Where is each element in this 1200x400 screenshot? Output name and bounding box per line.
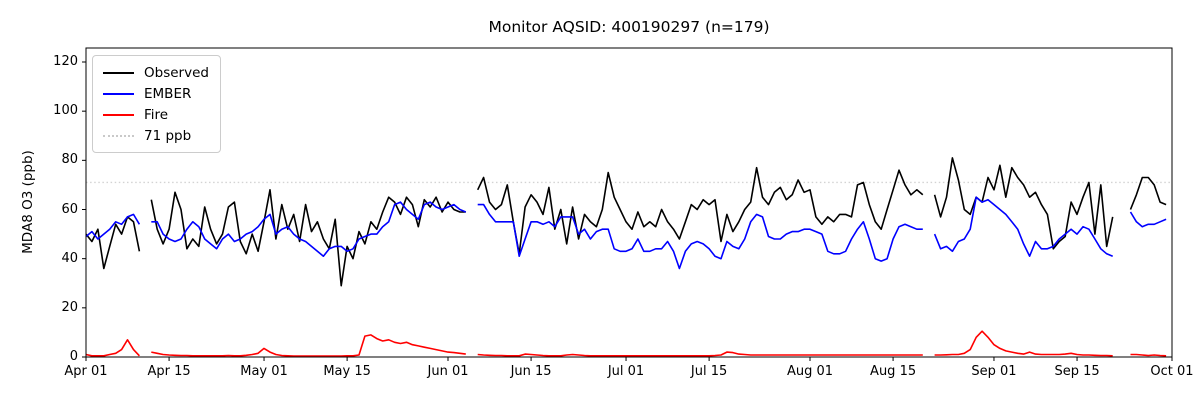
y-tick-label: 0 <box>69 349 78 364</box>
y-tick-label: 100 <box>53 103 78 119</box>
legend-label: 71 ppb <box>144 127 192 144</box>
axes-frame <box>85 47 1173 358</box>
ember-line-swatch <box>103 92 134 95</box>
y-tick-label: 40 <box>61 250 78 266</box>
y-tick-label: 120 <box>53 54 78 69</box>
legend-label: Observed <box>144 64 209 81</box>
legend-item-fire: Fire <box>103 104 209 125</box>
x-tick-label: May 15 <box>323 364 371 379</box>
fire-line-swatch <box>103 113 134 116</box>
series-line-fire <box>85 330 1167 357</box>
legend-label: Fire <box>144 106 169 123</box>
legend-label: EMBER <box>144 85 192 102</box>
observed-line-swatch <box>103 71 134 74</box>
legend-item-observed: Observed <box>103 62 209 83</box>
x-tick-label: Jun 01 <box>427 364 469 379</box>
series-line-ember <box>85 196 1167 270</box>
x-tick-label: Sep 15 <box>1054 364 1100 379</box>
x-tick-label: Apr 01 <box>64 364 108 379</box>
threshold-line-swatch <box>103 134 134 137</box>
x-tick-label: Jun 15 <box>510 364 552 379</box>
x-tick-label: Apr 15 <box>147 364 191 379</box>
series-line-observed <box>85 157 1167 287</box>
x-tick-label: Aug 01 <box>786 364 834 379</box>
x-tick-label: Jul 15 <box>690 364 728 379</box>
x-tick-label: Sep 01 <box>971 364 1017 379</box>
y-tick-label: 80 <box>61 152 78 168</box>
x-tick-label: Jul 01 <box>607 364 645 379</box>
y-tick-label: 60 <box>61 201 78 217</box>
y-tick-label: 20 <box>61 299 78 315</box>
legend-item-threshold: 71 ppb <box>103 125 209 146</box>
legend: Observed EMBER Fire 71 ppb <box>92 55 221 153</box>
chart-title: Monitor AQSID: 400190297 (n=179) <box>488 18 770 36</box>
x-tick-label: Oct 01 <box>1150 364 1194 379</box>
legend-item-ember: EMBER <box>103 83 209 104</box>
x-tick-label: Aug 15 <box>870 364 917 379</box>
x-tick-label: May 01 <box>240 364 288 379</box>
